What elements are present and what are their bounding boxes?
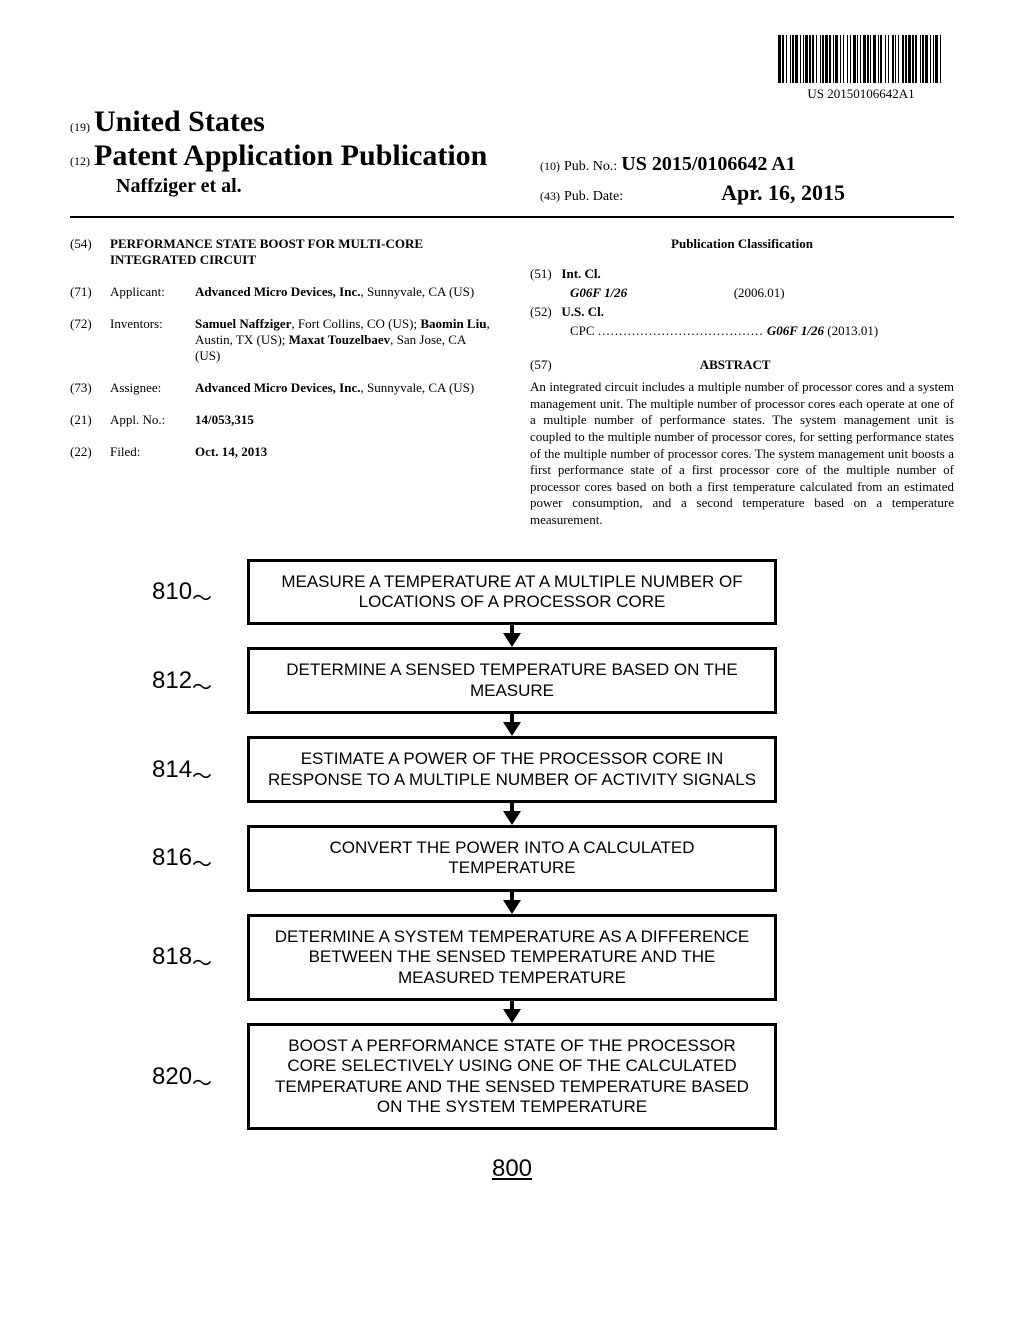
prefix-12: (12)	[70, 154, 90, 168]
field-label-72: Inventors:	[110, 316, 195, 364]
cpc-year: (2013.01)	[827, 323, 878, 338]
flow-step-label: 818〜	[152, 943, 192, 971]
barcode-graphic	[778, 35, 944, 83]
flow-step-box: BOOST A PERFORMANCE STATE OF THE PROCESS…	[247, 1023, 777, 1131]
pub-date: Apr. 16, 2015	[721, 180, 845, 205]
flow-step: 820〜BOOST A PERFORMANCE STATE OF THE PRO…	[247, 1023, 777, 1131]
flow-step: 812〜DETERMINE A SENSED TEMPERATURE BASED…	[247, 647, 777, 714]
field-72: (72) Inventors: Samuel Naffziger, Fort C…	[70, 316, 494, 364]
figure-number: 800	[70, 1155, 954, 1183]
field-num-54: (54)	[70, 236, 110, 268]
us-cl-label: U.S. Cl.	[561, 304, 604, 319]
prefix-10: (10)	[540, 159, 560, 173]
field-num-21: (21)	[70, 412, 110, 428]
int-cl-code: G06F 1/26	[570, 285, 627, 300]
flow-step: 814〜ESTIMATE A POWER OF THE PROCESSOR CO…	[247, 736, 777, 803]
left-column: (54) PERFORMANCE STATE BOOST FOR MULTI-C…	[70, 236, 494, 529]
int-cl-label: Int. Cl.	[561, 266, 600, 281]
flow-step-box: MEASURE A TEMPERATURE AT A MULTIPLE NUMB…	[247, 559, 777, 626]
flow-step-box: CONVERT THE POWER INTO A CALCULATED TEMP…	[247, 825, 777, 892]
abstract-text: An integrated circuit includes a multipl…	[530, 379, 954, 529]
field-num-22: (22)	[70, 444, 110, 460]
header-right: (10) Pub. No.: US 2015/0106642 A1 (43) P…	[540, 153, 845, 206]
flow-arrow	[503, 714, 521, 736]
invention-title: PERFORMANCE STATE BOOST FOR MULTI-CORE I…	[110, 236, 494, 268]
filed-date: Oct. 14, 2013	[195, 444, 494, 460]
flow-step-label: 814〜	[152, 756, 192, 784]
int-cl-year: (2006.01)	[734, 285, 785, 300]
flow-step-label: 816〜	[152, 844, 192, 872]
field-label-22: Filed:	[110, 444, 195, 460]
publication-title: Patent Application Publication	[94, 139, 487, 172]
flow-step-box: DETERMINE A SENSED TEMPERATURE BASED ON …	[247, 647, 777, 714]
field-22: (22) Filed: Oct. 14, 2013	[70, 444, 494, 460]
field-num-51: (51)	[530, 266, 552, 281]
flow-step-label: 820〜	[152, 1063, 192, 1091]
field-21: (21) Appl. No.: 14/053,315	[70, 412, 494, 428]
classification-heading: Publication Classification	[530, 236, 954, 252]
flow-arrow	[503, 1001, 521, 1023]
assignee-body: Advanced Micro Devices, Inc., Sunnyvale,…	[195, 380, 494, 396]
field-label-71: Applicant:	[110, 284, 195, 300]
field-num-57: (57)	[530, 357, 552, 372]
field-label-21: Appl. No.:	[110, 412, 195, 428]
pub-no: US 2015/0106642 A1	[621, 153, 795, 175]
abstract-heading: ABSTRACT	[555, 357, 915, 373]
barcode-text: US 20150106642A1	[778, 86, 944, 102]
flow-step-box: ESTIMATE A POWER OF THE PROCESSOR CORE I…	[247, 736, 777, 803]
right-column: Publication Classification (51) Int. Cl.…	[530, 236, 954, 529]
flowchart: 810〜 MEASURE A TEMPERATURE AT A MULTIPLE …	[70, 559, 954, 1131]
pub-date-label: Pub. Date:	[564, 189, 623, 204]
field-num-71: (71)	[70, 284, 110, 300]
prefix-19: (19)	[70, 120, 90, 134]
applicant-body: Advanced Micro Devices, Inc., Sunnyvale,…	[195, 284, 494, 300]
cpc-dots: .......................................	[598, 323, 764, 338]
cpc-line: CPC ....................................…	[530, 323, 954, 339]
field-51: (51) Int. Cl.	[530, 266, 954, 282]
inventors-body: Samuel Naffziger, Fort Collins, CO (US);…	[195, 316, 494, 364]
field-71: (71) Applicant: Advanced Micro Devices, …	[70, 284, 494, 300]
field-52: (52) U.S. Cl.	[530, 304, 954, 320]
bibliographic-columns: (54) PERFORMANCE STATE BOOST FOR MULTI-C…	[70, 236, 954, 529]
field-num-72: (72)	[70, 316, 110, 364]
appl-no: 14/053,315	[195, 412, 494, 428]
field-57: (57) ABSTRACT	[530, 347, 954, 379]
field-num-73: (73)	[70, 380, 110, 396]
flow-arrow	[503, 803, 521, 825]
flow-step-label: 810〜	[152, 578, 192, 606]
flow-step-label: 812〜	[152, 667, 192, 695]
pub-no-label: Pub. No.:	[564, 159, 617, 174]
divider	[70, 216, 954, 218]
country: United States	[94, 105, 265, 138]
flow-step-box: DETERMINE A SYSTEM TEMPERATURE AS A DIFF…	[247, 914, 777, 1001]
prefix-43: (43)	[540, 189, 560, 203]
flow-step: 818〜DETERMINE A SYSTEM TEMPERATURE AS A …	[247, 914, 777, 1001]
int-cl-code-line: G06F 1/26 (2006.01)	[530, 285, 954, 301]
field-label-73: Assignee:	[110, 380, 195, 396]
flow-arrow	[503, 625, 521, 647]
field-54: (54) PERFORMANCE STATE BOOST FOR MULTI-C…	[70, 236, 494, 268]
cpc-code: G06F 1/26	[767, 323, 824, 338]
flow-step: 810〜MEASURE A TEMPERATURE AT A MULTIPLE …	[247, 559, 777, 626]
flow-step: 816〜CONVERT THE POWER INTO A CALCULATED …	[247, 825, 777, 892]
field-num-52: (52)	[530, 304, 552, 319]
cpc-label: CPC	[570, 323, 595, 338]
field-73: (73) Assignee: Advanced Micro Devices, I…	[70, 380, 494, 396]
barcode-region: US 20150106642A1	[778, 35, 944, 102]
flow-arrow	[503, 892, 521, 914]
